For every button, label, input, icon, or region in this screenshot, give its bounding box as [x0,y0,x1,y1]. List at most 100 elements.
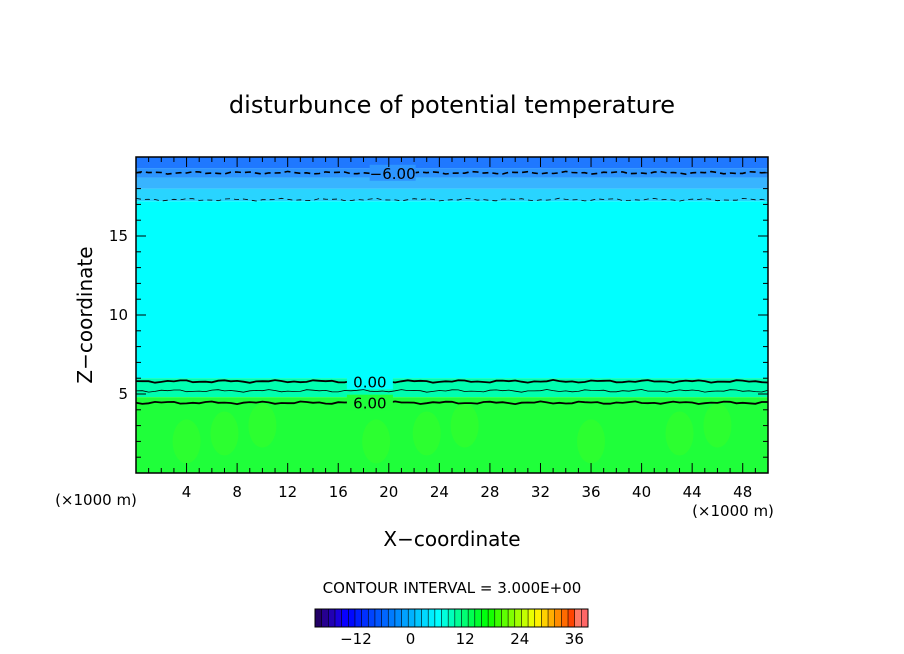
x-unit-right: (×1000 m) [692,502,774,520]
colorbar-swatch [321,609,329,627]
colorbar-swatch [448,609,456,627]
contour-lines: −6.00 0.00 6.00 [135,164,769,413]
colorbar-swatch [474,609,482,627]
x-tick-label: 44 [683,483,702,501]
contour-line-4 [135,400,768,406]
colorbar-swatch [354,609,363,627]
colorbar-swatch [554,609,562,627]
x-ticks: 4 8 12 16 20 24 28 32 36 40 44 48 [148,157,756,501]
colorbar-swatch [381,609,389,627]
colorbar-tick-label: 24 [510,630,529,648]
colorbar-swatch [581,609,589,627]
x-axis-label: X−coordinate [383,527,520,551]
fill-band-6 [136,397,768,473]
x-tick-label: 40 [632,483,651,501]
colorbar-swatch [454,609,462,627]
x-tick-label: 4 [182,483,192,501]
colorbar-swatch [315,609,323,627]
warm-patch-5 [450,403,479,448]
x-unit-left: (×1000 m) [55,491,137,509]
colorbar-tick-label: −12 [340,630,372,648]
colorbar-swatch [414,609,422,627]
colorbar-swatch [388,609,396,627]
fill-band-3 [136,188,768,202]
warm-patch-4 [412,411,441,456]
contour-label-bg-4 [346,394,393,411]
warm-patch-2 [248,403,277,448]
warm-patches [172,403,732,464]
contour-line-1 [135,197,769,202]
colorbar-swatch [568,609,576,627]
fill-bands [136,157,768,473]
contour-label-2: 0.00 [353,373,386,391]
contour-line-2 [135,378,769,384]
colorbar-swatch [501,609,509,627]
x-tick-label: 20 [379,483,398,501]
colorbar-frame [314,608,589,628]
colorbar-swatch [368,609,376,627]
colorbar-swatch [541,609,549,627]
colorbar-swatch [461,609,469,627]
x-tick-label: 12 [278,483,297,501]
contour-label-bg-0 [369,164,416,181]
colorbar-tick-label: 36 [565,630,584,648]
colorbar-tick-label: 12 [456,630,475,648]
contour-label-0: −6.00 [370,165,416,183]
colorbar-swatch [408,609,416,627]
colorbar-tick-label: 0 [406,630,416,648]
colorbar-swatch [361,609,369,627]
colorbar-swatch [548,609,556,627]
colorbar-swatch [421,609,429,627]
colorbar-swatch [341,609,349,627]
x-tick-label: 48 [733,483,752,501]
y-tick-label: 15 [109,227,128,245]
colorbar-swatch [401,609,409,627]
chart-title: disturbunce of potential temperature [229,91,675,119]
colorbar-swatch [528,609,536,627]
warm-patch-8 [703,403,732,448]
colorbar-swatch [428,609,436,627]
y-ticks: 5 10 15 [109,172,768,458]
colorbar-swatch [508,609,516,627]
colorbar-swatch [328,609,336,627]
x-tick-label: 24 [430,483,449,501]
colorbar-swatch [534,609,542,627]
fill-band-5 [136,378,768,398]
warm-patch-7 [665,411,694,456]
colorbar-swatch [494,609,502,627]
colorbar-swatch [394,609,402,627]
contour-interval-label: CONTOUR INTERVAL = 3.000E+00 [323,579,582,597]
colorbar-swatch [374,609,382,627]
colorbar-swatch [348,609,356,627]
colorbar-swatch [481,609,489,627]
x-tick-label: 16 [329,483,348,501]
contour-line-3 [135,389,769,393]
colorbar-swatch [434,609,442,627]
x-tick-label: 28 [480,483,499,501]
colorbar-swatch [514,609,522,627]
y-tick-label: 5 [118,385,128,403]
fill-band-4 [136,201,768,379]
contour-line-0 [135,170,769,176]
x-tick-label: 36 [581,483,600,501]
colorbar-swatch [574,609,582,627]
fill-band-1 [136,168,768,178]
colorbar-swatch [441,609,449,627]
y-tick-label: 10 [109,306,128,324]
warm-patch-1 [210,411,239,456]
warm-patch-3 [362,419,391,464]
contour-label-4: 6.00 [353,395,386,413]
colorbar-swatch [521,609,529,627]
colorbar-swatch [334,609,343,627]
x-tick-label: 32 [531,483,550,501]
warm-patch-6 [577,419,606,464]
contour-label-bg-2 [346,373,393,390]
colorbar-swatch [561,609,569,627]
x-tick-label: 8 [232,483,242,501]
y-axis-label: Z−coordinate [73,246,97,383]
colorbar-swatch [488,609,496,627]
colorbar: −12 0 12 24 36 [314,608,589,648]
warm-patch-0 [172,419,201,464]
fill-band-2 [136,177,768,189]
